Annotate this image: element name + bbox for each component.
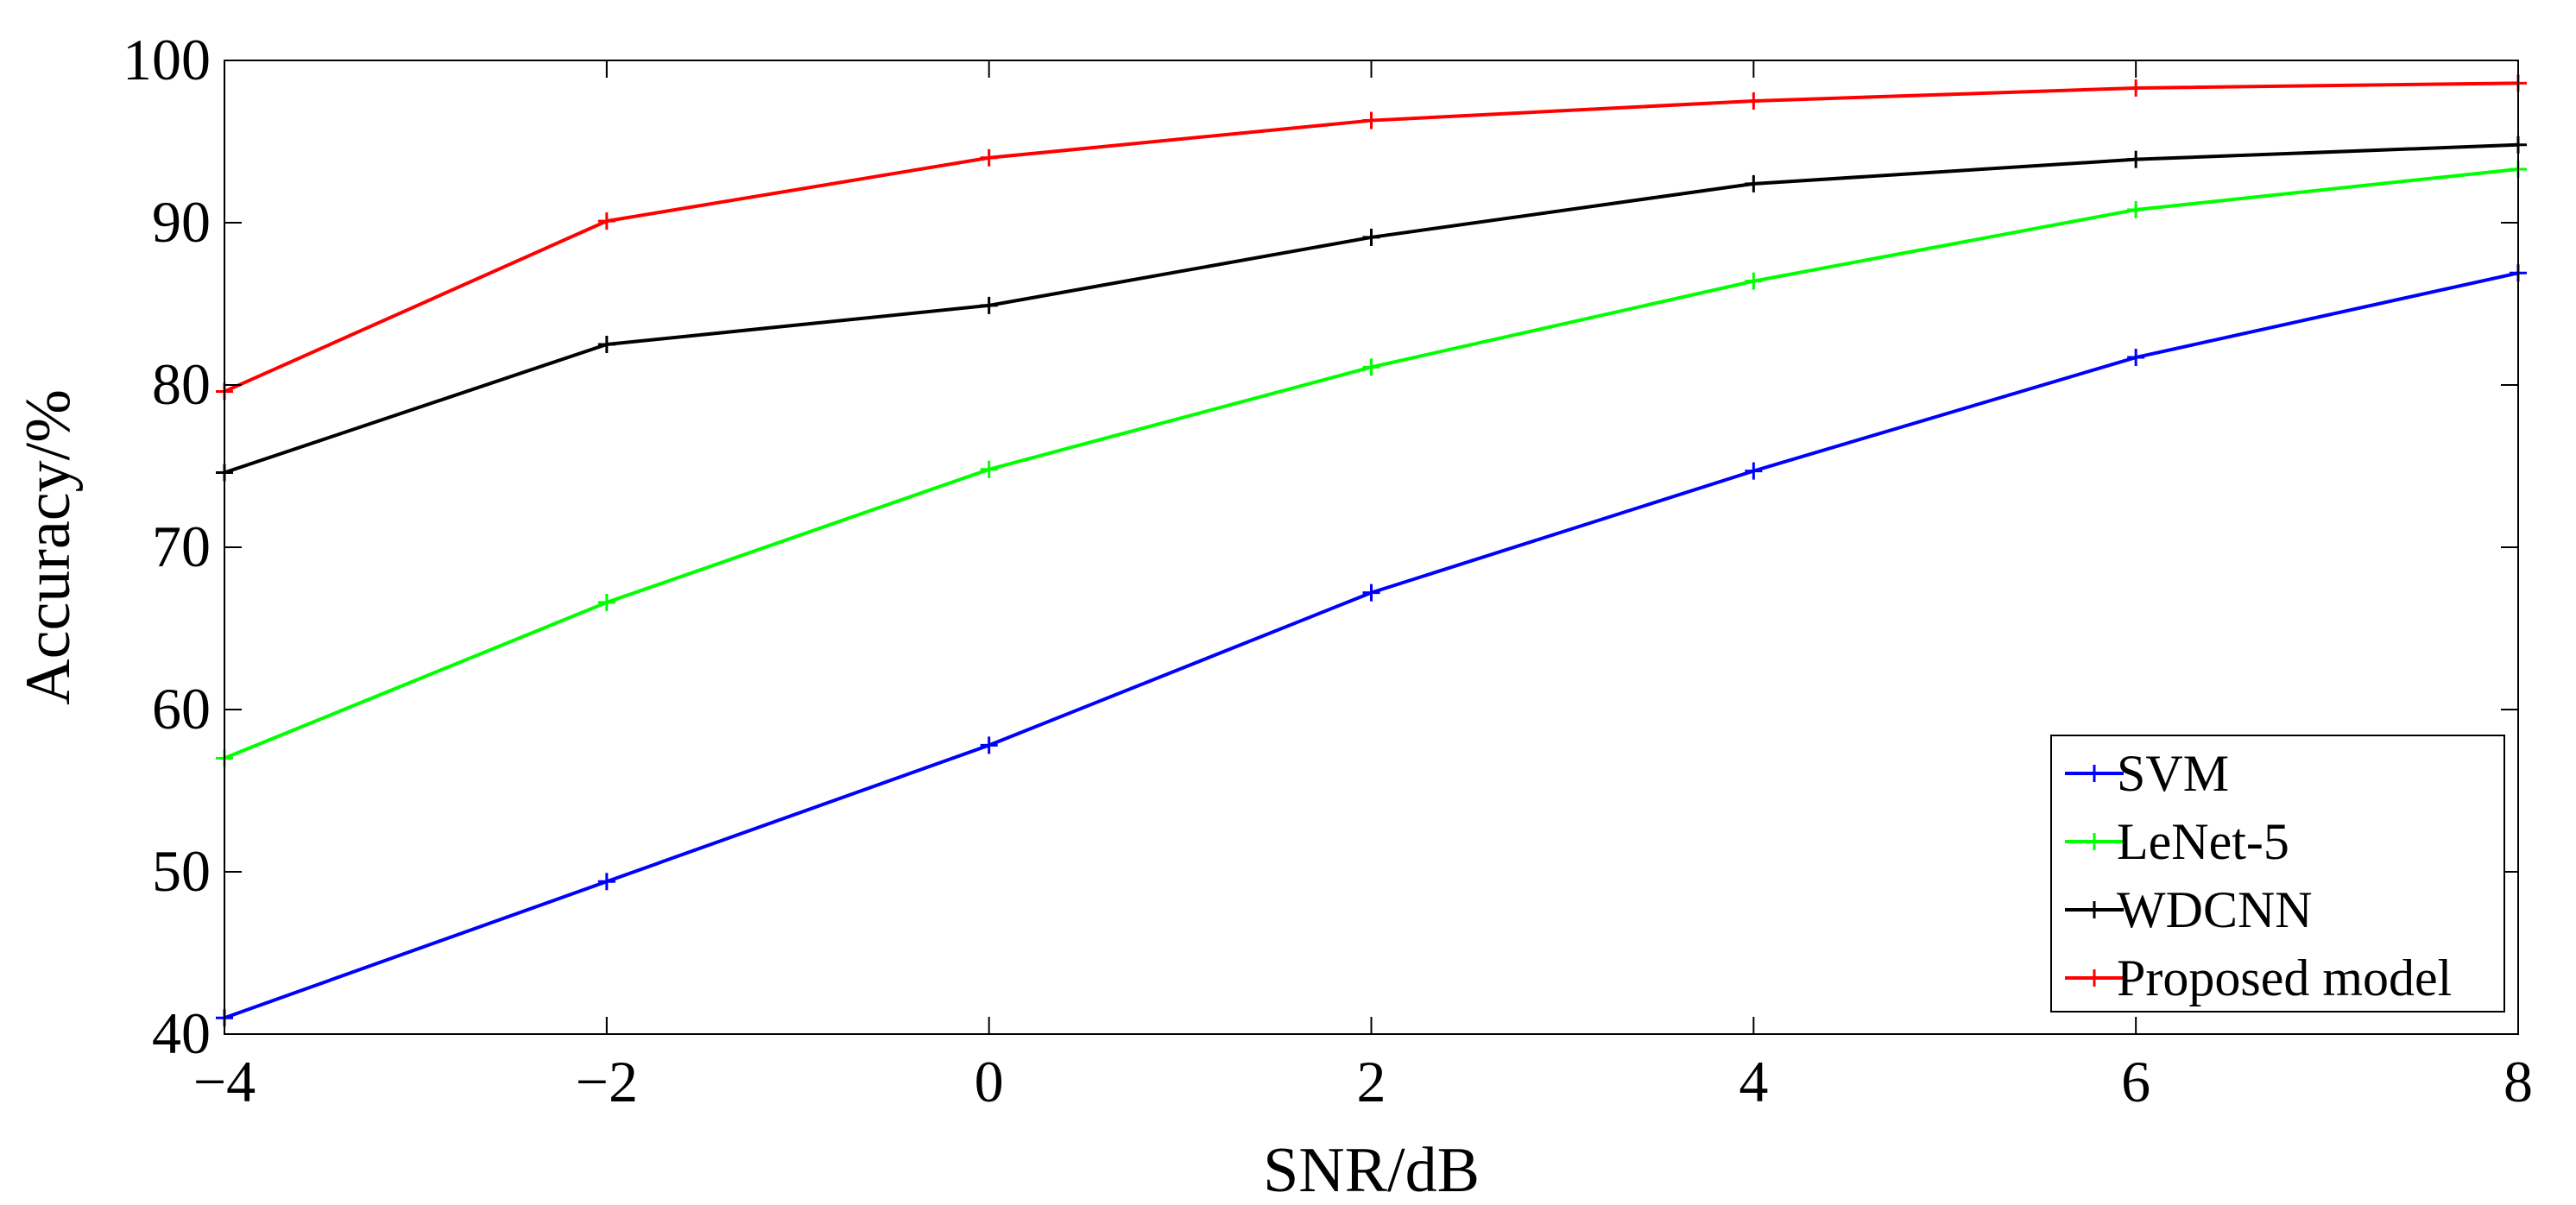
data-point [2127,349,2145,367]
legend-item: LeNet-5 [2065,813,2289,870]
data-point [1745,462,1763,480]
legend-label: Proposed model [2117,949,2452,1006]
legend-box [2050,735,2505,1013]
legend-label: SVM [2117,745,2229,802]
y-tick-label: 90 [152,189,211,255]
data-point [1745,92,1763,110]
y-tick-label: 40 [152,1000,211,1066]
plot-lines [216,74,2527,1027]
legend-items: SVM LeNet-5 WDCNN Proposed model [2065,745,2452,1006]
legend-label: LeNet-5 [2117,813,2289,870]
data-point [1362,228,1380,246]
legend: SVM LeNet-5 WDCNN Proposed model [2050,735,2505,1013]
data-point [1745,174,1763,192]
y-tick-label: 80 [152,351,211,417]
data-point [597,873,616,891]
data-point [597,336,616,353]
y-tick-label: 70 [152,514,211,579]
axis-tick-labels: −4 −2 0 2 4 6 8 40 50 60 70 80 90 100 [123,27,2533,1114]
data-point [980,736,998,754]
y-tick-label: 100 [123,27,211,92]
x-tick-label: 6 [2121,1049,2150,1114]
data-point [597,593,616,611]
x-tick-label: 8 [2503,1049,2533,1114]
legend-label: WDCNN [2117,881,2313,938]
legend-item: SVM [2065,745,2229,802]
legend-item: Proposed model [2065,949,2452,1006]
data-point [980,460,998,478]
x-tick-label: −2 [576,1049,638,1114]
legend-item: WDCNN [2065,881,2313,938]
data-point [1745,272,1763,290]
data-point [980,296,998,314]
y-axis-title: Accuracy/% [13,389,84,705]
x-tick-label: 0 [975,1049,1004,1114]
y-tick-label: 60 [152,676,211,741]
data-point [1362,584,1380,602]
data-point [2127,200,2145,218]
data-point [1362,111,1380,129]
x-tick-label: 2 [1357,1049,1386,1114]
y-tick-label: 50 [152,838,211,904]
data-point [2127,79,2145,97]
data-point [1362,358,1380,376]
data-point [597,212,616,230]
x-axis-title: SNR/dB [1263,1135,1480,1205]
data-point [2127,150,2145,168]
x-tick-label: −4 [193,1049,256,1114]
data-point [980,148,998,167]
x-tick-label: 4 [1739,1049,1768,1114]
axis-ticks [224,60,2519,1035]
